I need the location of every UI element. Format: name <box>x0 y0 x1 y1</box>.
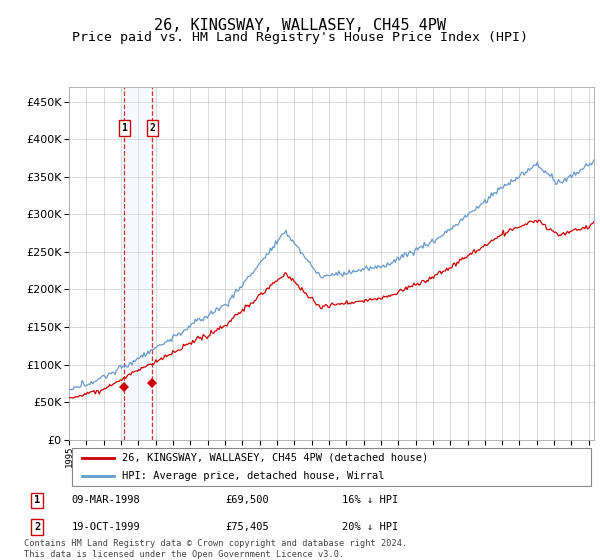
Bar <box>124 87 152 440</box>
Text: £75,405: £75,405 <box>225 522 269 532</box>
Text: 26, KINGSWAY, WALLASEY, CH45 4PW (detached house): 26, KINGSWAY, WALLASEY, CH45 4PW (detach… <box>121 453 428 463</box>
Text: 26, KINGSWAY, WALLASEY, CH45 4PW: 26, KINGSWAY, WALLASEY, CH45 4PW <box>154 18 446 33</box>
Text: 1: 1 <box>121 123 127 133</box>
Text: HPI: Average price, detached house, Wirral: HPI: Average price, detached house, Wirr… <box>121 472 384 481</box>
Text: 20% ↓ HPI: 20% ↓ HPI <box>342 522 398 532</box>
Text: 2: 2 <box>34 522 40 532</box>
Text: 2: 2 <box>149 123 155 133</box>
Text: £69,500: £69,500 <box>225 496 269 506</box>
Text: 19-OCT-1999: 19-OCT-1999 <box>71 522 140 532</box>
Text: 09-MAR-1998: 09-MAR-1998 <box>71 496 140 506</box>
Text: Price paid vs. HM Land Registry's House Price Index (HPI): Price paid vs. HM Land Registry's House … <box>72 31 528 44</box>
Text: 16% ↓ HPI: 16% ↓ HPI <box>342 496 398 506</box>
Text: 1: 1 <box>34 496 40 506</box>
Text: Contains HM Land Registry data © Crown copyright and database right 2024.
This d: Contains HM Land Registry data © Crown c… <box>24 539 407 559</box>
FancyBboxPatch shape <box>71 449 592 486</box>
